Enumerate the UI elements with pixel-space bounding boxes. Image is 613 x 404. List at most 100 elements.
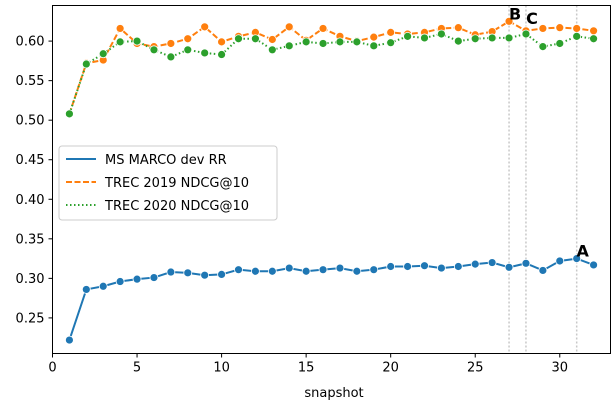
data-point — [115, 24, 125, 33]
y-tick-label: 0.55 — [16, 74, 45, 89]
y-tick-label: 0.50 — [16, 114, 45, 129]
data-point — [65, 335, 74, 345]
data-point — [183, 268, 193, 278]
series-line — [68, 257, 594, 341]
y-axis: 0.25 0.30 0.35 0.40 0.45 0.50 0.55 0.60 — [16, 35, 53, 326]
data-point — [200, 48, 210, 58]
data-point — [538, 266, 548, 275]
data-point — [453, 262, 463, 271]
x-tick-label: 15 — [298, 361, 315, 376]
data-point — [487, 258, 497, 267]
data-point — [284, 263, 294, 273]
y-tick-label: 0.30 — [16, 272, 45, 287]
data-point — [420, 33, 429, 43]
y-tick-label: 0.60 — [16, 35, 45, 50]
data-point — [98, 49, 108, 59]
legend: MS MARCO dev RR TREC 2019 NDCG@10 TREC 202… — [58, 145, 278, 221]
x-tick-label: 0 — [48, 361, 56, 376]
data-point — [166, 52, 176, 62]
data-point — [81, 285, 91, 294]
data-point — [183, 34, 193, 44]
data-point — [437, 29, 446, 39]
data-point — [352, 37, 362, 47]
x-tick-label: 5 — [133, 361, 141, 376]
data-point — [217, 50, 226, 59]
legend-label: TREC 2019 NDCG@10 — [104, 176, 249, 191]
data-point — [538, 42, 548, 52]
y-tick-label: 0.35 — [16, 232, 45, 247]
data-point — [453, 36, 463, 46]
data-point — [81, 59, 91, 69]
series-line — [68, 20, 594, 115]
data-point — [386, 38, 396, 48]
data-point — [284, 41, 294, 51]
data-point — [115, 37, 125, 47]
data-point — [403, 31, 412, 41]
data-point — [267, 45, 277, 55]
data-point — [555, 39, 565, 48]
data-point — [251, 34, 260, 44]
data-point — [267, 35, 277, 44]
data-point — [301, 266, 311, 276]
series-layer — [65, 16, 598, 345]
y-tick-label: 0.25 — [16, 311, 45, 326]
annotations: B C A — [509, 4, 590, 260]
data-point — [470, 259, 480, 269]
data-point — [267, 266, 277, 276]
data-point — [166, 267, 176, 277]
annotation-c: C — [526, 9, 538, 28]
data-point — [251, 266, 260, 276]
data-point — [352, 266, 362, 276]
data-point — [318, 24, 328, 33]
data-point — [572, 31, 582, 41]
series-3 — [65, 29, 598, 119]
data-point — [504, 262, 514, 272]
annotation-a: A — [576, 242, 589, 261]
data-point — [166, 39, 176, 48]
data-point — [217, 37, 226, 47]
series-2 — [65, 16, 598, 119]
data-point — [386, 262, 396, 271]
x-tick-label: 20 — [382, 361, 399, 376]
data-point — [149, 273, 159, 282]
data-point — [453, 23, 463, 33]
data-point — [115, 277, 125, 286]
data-point — [487, 33, 497, 43]
data-point — [200, 22, 210, 32]
data-point — [555, 256, 565, 266]
data-point — [149, 45, 159, 55]
data-point — [369, 265, 379, 275]
data-point — [132, 36, 142, 46]
data-point — [234, 34, 243, 44]
x-tick-label: 25 — [467, 361, 484, 376]
data-point — [555, 23, 565, 33]
data-point — [200, 270, 210, 280]
data-point — [335, 37, 345, 47]
reference-lines — [508, 5, 578, 354]
data-point — [284, 22, 294, 32]
data-point — [98, 281, 108, 291]
data-point — [504, 16, 514, 26]
legend-label: TREC 2020 NDCG@10 — [104, 199, 249, 214]
plot-frame — [52, 5, 611, 354]
data-point — [470, 34, 480, 44]
data-point — [589, 260, 598, 270]
data-point — [369, 32, 379, 42]
data-point — [521, 29, 531, 39]
data-point — [386, 27, 396, 37]
x-tick-label: 10 — [213, 361, 230, 376]
data-point — [420, 261, 429, 271]
data-point — [65, 109, 74, 119]
data-point — [589, 26, 598, 36]
x-axis: 0 5 10 15 20 25 30 — [48, 353, 568, 376]
legend-label: MS MARCO dev RR — [105, 153, 227, 168]
y-tick-label: 0.40 — [16, 193, 45, 208]
data-point — [369, 41, 379, 51]
x-axis-label: snapshot — [304, 386, 363, 401]
data-point — [521, 258, 531, 268]
data-point — [504, 33, 514, 43]
data-point — [132, 274, 142, 284]
data-point — [572, 24, 582, 33]
data-point — [217, 270, 226, 279]
